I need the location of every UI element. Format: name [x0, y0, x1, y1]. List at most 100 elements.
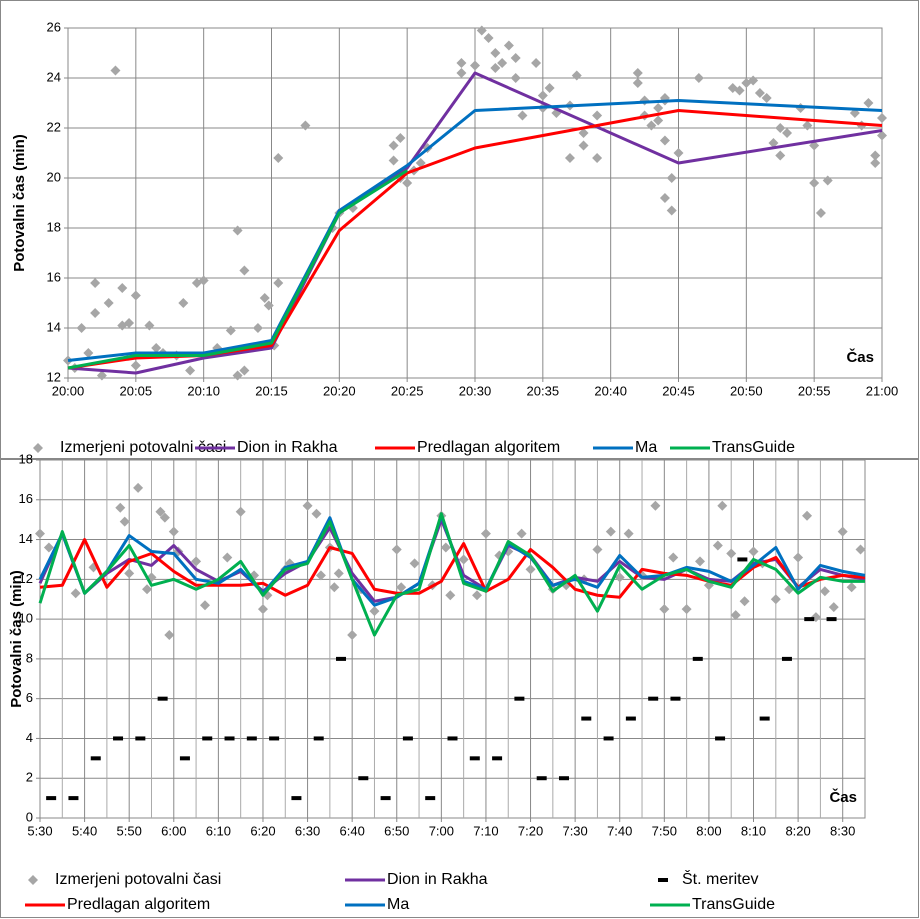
data-point [673, 148, 684, 158]
data-point [525, 564, 536, 575]
data-point [668, 552, 679, 563]
x-tick-label: 20:05 [120, 383, 153, 398]
data-point [693, 73, 704, 83]
data-point [119, 516, 130, 527]
count-mark [447, 736, 458, 741]
count-mark [202, 736, 213, 741]
data-point [168, 526, 179, 537]
data-point [592, 544, 603, 555]
x-tick-label: 20:00 [52, 383, 85, 398]
y-tick-label: 18 [19, 451, 33, 466]
x-axis-label: Čas [846, 348, 874, 366]
y-tick-label: 20 [47, 169, 61, 184]
count-mark [804, 617, 815, 622]
x-tick-label: 6:50 [384, 823, 409, 838]
data-point [855, 544, 866, 555]
data-point [198, 275, 209, 286]
data-point [592, 153, 603, 163]
legend-label: Ma [387, 896, 409, 913]
series-line [67, 169, 408, 370]
data-point [646, 120, 657, 131]
data-point [605, 526, 616, 537]
x-tick-label: 20:10 [187, 383, 220, 398]
data-point [734, 85, 745, 96]
data-point [802, 120, 813, 131]
y-tick-label: 22 [47, 119, 61, 134]
x-tick-label: 21:00 [866, 383, 899, 398]
data-point [178, 298, 189, 308]
y-tick-label: 14 [19, 531, 33, 546]
legend-label: TransGuide [712, 439, 795, 456]
data-point [571, 70, 582, 81]
y-tick-label: 12 [47, 369, 61, 384]
series-line [39, 538, 866, 599]
y-tick-label: 26 [47, 19, 61, 34]
data-point [388, 140, 399, 151]
data-point [828, 602, 839, 613]
x-tick-label: 6:40 [340, 823, 365, 838]
x-tick-label: 6:30 [295, 823, 320, 838]
data-point [717, 500, 728, 511]
data-point [578, 128, 589, 138]
data-point [863, 98, 874, 108]
y-axis-label: Potovalni čas (min) [11, 134, 28, 272]
count-mark [246, 736, 257, 741]
legend-label: Ma [635, 439, 657, 456]
legend-label: Izmerjeni potovalni časi [55, 871, 221, 888]
data-point [96, 370, 107, 381]
data-point [133, 482, 144, 493]
legend-label: Dion in Rakha [387, 871, 488, 888]
data-point [681, 604, 692, 615]
count-mark [113, 736, 124, 741]
data-point [124, 568, 135, 579]
data-point [458, 554, 469, 565]
count-mark [536, 776, 547, 781]
data-point [623, 528, 634, 539]
count-mark [692, 656, 703, 661]
data-point [155, 506, 166, 517]
x-tick-label: 8:30 [830, 823, 855, 838]
data-point [329, 582, 340, 593]
y-tick-label: 10 [19, 611, 33, 626]
data-point [761, 93, 772, 103]
legend-label: Predlagan algoritem [417, 439, 560, 456]
data-point [347, 630, 358, 641]
data-point [659, 604, 670, 615]
data-point [391, 544, 402, 555]
count-mark [90, 756, 101, 761]
data-point [456, 58, 467, 68]
data-point [537, 90, 548, 101]
data-point [117, 283, 128, 293]
data-point [300, 120, 311, 131]
data-point [822, 175, 833, 186]
data-point [142, 584, 153, 595]
x-tick-label: 5:40 [72, 823, 97, 838]
data-point [819, 586, 830, 597]
count-mark [68, 796, 79, 801]
data-point [666, 205, 677, 216]
data-point [653, 115, 664, 126]
data-point [35, 528, 45, 539]
data-point [388, 155, 399, 166]
data-point [782, 128, 793, 138]
data-point [870, 158, 881, 168]
y-tick-label: 4 [26, 730, 33, 745]
data-point [695, 556, 705, 567]
count-mark [46, 796, 57, 801]
data-point [739, 596, 750, 607]
data-point [302, 500, 313, 511]
data-point [151, 343, 162, 353]
y-tick-label: 2 [26, 770, 33, 785]
count-mark [179, 756, 190, 761]
data-point [200, 600, 210, 611]
count-mark [313, 736, 324, 741]
x-tick-label: 5:50 [117, 823, 142, 838]
data-point [516, 528, 527, 539]
data-point [409, 558, 420, 569]
count-mark [759, 716, 770, 721]
data-point [191, 556, 202, 567]
count-mark [581, 716, 592, 721]
data-point [480, 528, 491, 539]
data-point [592, 110, 603, 121]
data-point [578, 140, 589, 151]
